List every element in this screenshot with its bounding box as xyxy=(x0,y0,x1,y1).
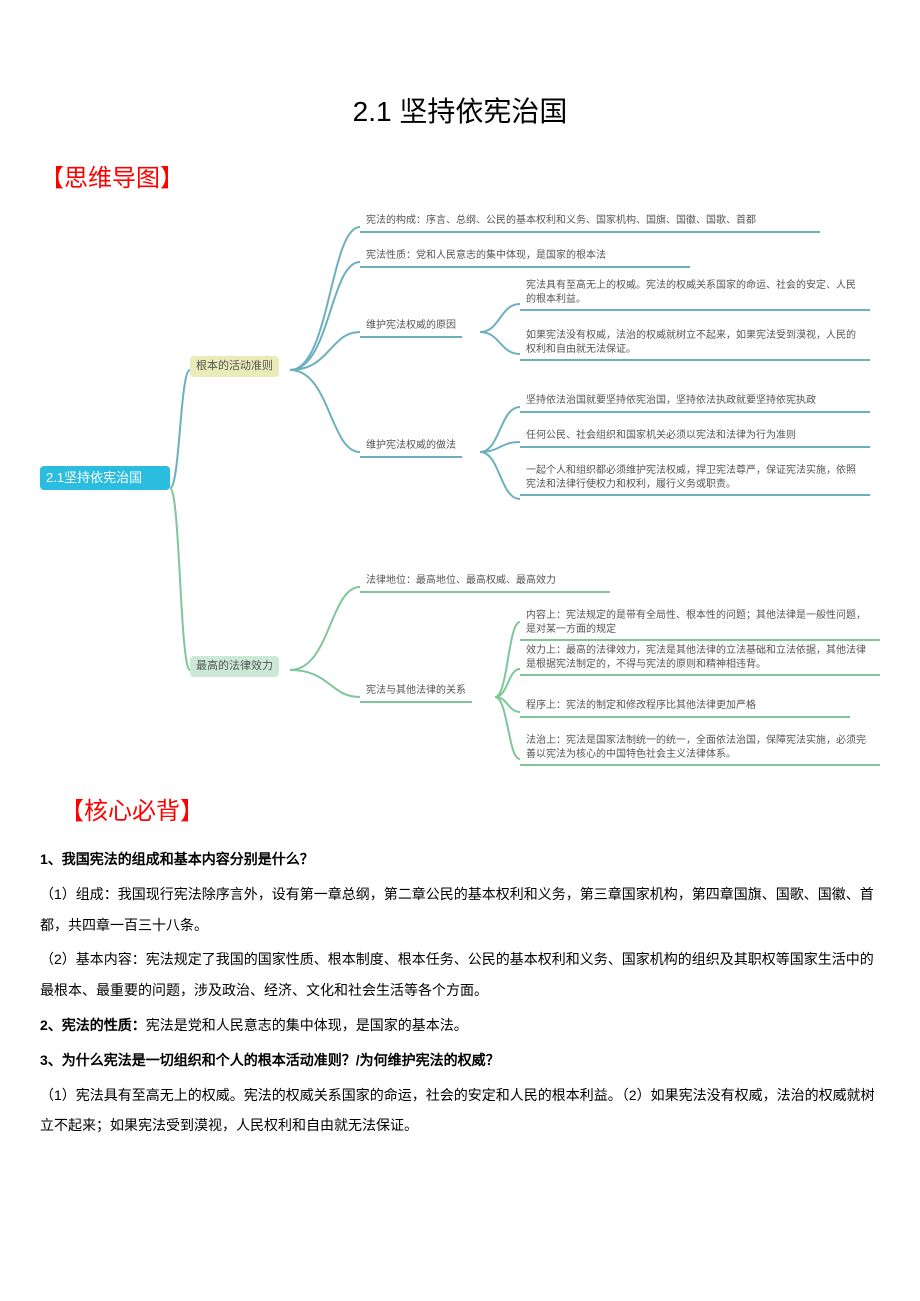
section-mindmap-heading: 【思维导图】 xyxy=(40,158,880,193)
mm-leaf: 宪法的构成：序言、总纲、公民的基本权利和义务、国家机构、国旗、国徽、国歌、首都 xyxy=(360,211,820,233)
answer-3: （1）宪法具有至高无上的权威。宪法的权威关系国家的命运，社会的安定和人民的根本利… xyxy=(40,1080,880,1142)
mm-root: 2.1坚持依宪治国 xyxy=(40,466,170,490)
mm-sub: 维护宪法权威的原因 xyxy=(360,316,462,338)
mm-leaf: 如果宪法没有权威，法治的权威就树立不起来，如果宪法受到漠视，人民的权利和自由就无… xyxy=(520,326,870,361)
mm-leaf: 效力上：最高的法律效力，宪法是其他法律的立法基础和立法依据，其他法律是根据宪法制… xyxy=(520,641,880,676)
page-title: 2.1 坚持依宪治国 xyxy=(40,90,880,130)
question-1: 1、我国宪法的组成和基本内容分别是什么？ xyxy=(40,844,880,875)
question-3: 3、为什么宪法是一切组织和个人的根本活动准则？/为何维护宪法的权威？ xyxy=(40,1045,880,1076)
section-core-heading: 【核心必背】 xyxy=(60,791,880,826)
mm-leaf: 法律地位：最高地位、最高权威、最高效力 xyxy=(360,571,610,593)
answer-1-2: （2）基本内容：宪法规定了我国的国家性质、根本制度、根本任务、公民的基本权利和义… xyxy=(40,944,880,1006)
mm-leaf: 内容上：宪法规定的是带有全局性、根本性的问题；其他法律是一般性问题，是对某一方面… xyxy=(520,606,880,641)
question-2-label: 2、宪法的性质： xyxy=(40,1017,146,1033)
question-2: 2、宪法的性质：宪法是党和人民意志的集中体现，是国家的基本法。 xyxy=(40,1010,880,1041)
mm-leaf: 坚持依法治国就要坚持依宪治国，坚持依法执政就要坚持依宪执政 xyxy=(520,391,870,413)
mindmap-container: 2.1坚持依宪治国 根本的活动准则 最高的法律效力 宪法的构成：序言、总纲、公民… xyxy=(40,211,880,781)
mm-leaf: 宪法具有至高无上的权威。宪法的权威关系国家的命运、社会的安定、人民的根本利益。 xyxy=(520,276,870,311)
mm-leaf: 一起个人和组织都必须维护宪法权威，捍卫宪法尊严，保证宪法实施，依照宪法和法律行使… xyxy=(520,461,870,496)
mm-branch-a: 根本的活动准则 xyxy=(190,356,279,377)
question-2-body: 宪法是党和人民意志的集中体现，是国家的基本法。 xyxy=(146,1017,468,1033)
mm-leaf: 法治上：宪法是国家法制统一的统一，全面依法治国，保障宪法实施，必须完善以宪法为核… xyxy=(520,731,880,766)
mm-leaf: 程序上：宪法的制定和修改程序比其他法律更加严格 xyxy=(520,696,850,718)
mm-sub: 宪法与其他法律的关系 xyxy=(360,681,472,703)
mm-leaf: 宪法性质：党和人民意志的集中体现，是国家的根本法 xyxy=(360,246,690,268)
content-body: 1、我国宪法的组成和基本内容分别是什么？ （1）组成：我国现行宪法除序言外，设有… xyxy=(40,844,880,1141)
mm-sub: 维护宪法权威的做法 xyxy=(360,436,462,458)
answer-1-1: （1）组成：我国现行宪法除序言外，设有第一章总纲，第二章公民的基本权利和义务，第… xyxy=(40,879,880,941)
mm-leaf: 任何公民、社会组织和国家机关必须以宪法和法律为行为准则 xyxy=(520,426,870,448)
mm-branch-b: 最高的法律效力 xyxy=(190,656,279,677)
